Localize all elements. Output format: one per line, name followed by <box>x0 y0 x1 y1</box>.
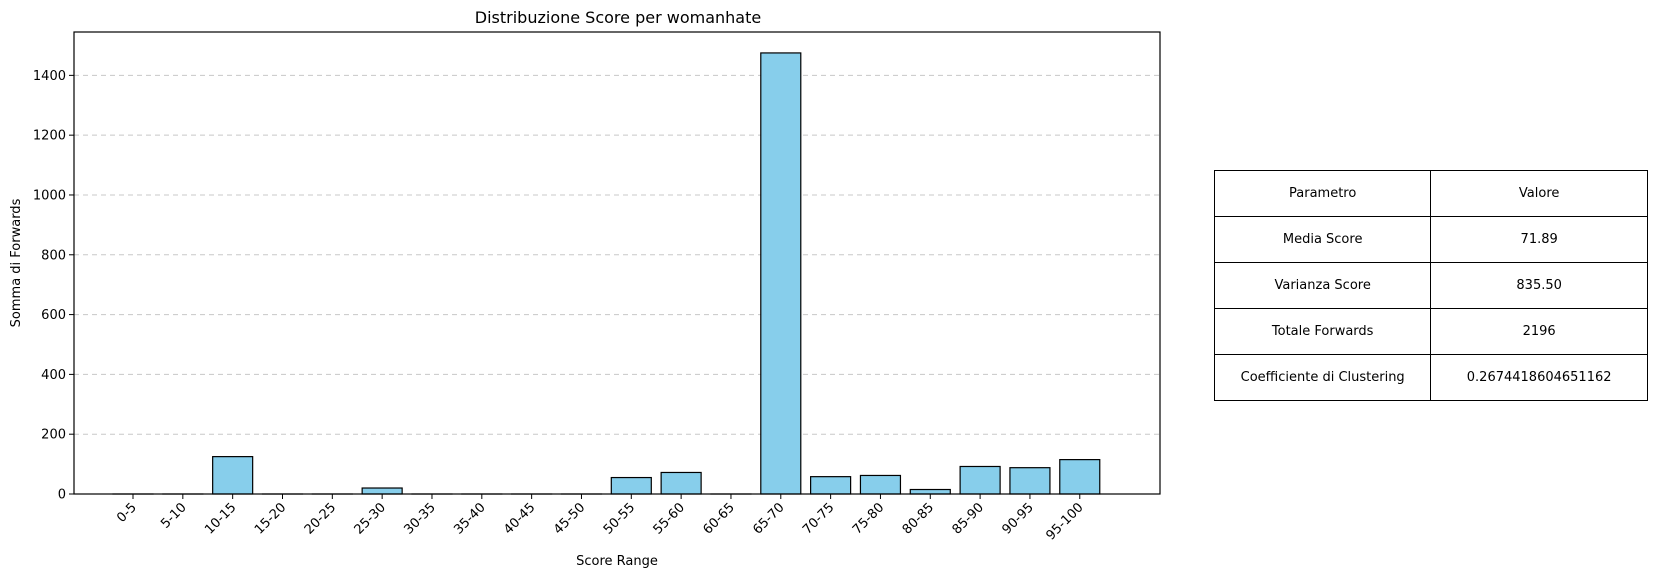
table-cell: 71.89 <box>1430 216 1648 263</box>
x-tick-label: 15-20 <box>252 500 289 537</box>
x-axis-label: Score Range <box>576 554 658 569</box>
table-cell: Media Score <box>1213 216 1432 263</box>
bar-10-15 <box>212 456 254 495</box>
y-tick-label: 600 <box>41 308 66 323</box>
x-tick-label: 75-80 <box>850 500 887 537</box>
table-header-row: Parametro Valore <box>1213 170 1648 217</box>
bar-50-55 <box>610 476 652 495</box>
x-tick-label: 50-55 <box>601 500 638 537</box>
table-header-cell: Valore <box>1430 170 1648 217</box>
table-cell: 0.2674418604651162 <box>1430 354 1648 401</box>
y-tick-label: 0 <box>58 488 66 503</box>
x-tick-label: 95-100 <box>1043 500 1086 543</box>
bar-75-80 <box>859 474 902 495</box>
y-tick-label: 1000 <box>33 188 66 203</box>
y-tick-label: 400 <box>41 368 66 383</box>
y-axis-label: Somma di Forwards <box>9 198 24 327</box>
bar-25-30 <box>361 487 403 495</box>
x-tick-label: 20-25 <box>302 500 339 537</box>
table-cell: 835.50 <box>1430 262 1648 309</box>
stats-table: Parametro Valore Media Score 71.89 Varia… <box>1213 170 1648 401</box>
chart-title: Distribuzione Score per womanhate <box>475 8 761 27</box>
table-cell: 2196 <box>1430 308 1648 355</box>
x-tick-label: 80-85 <box>900 500 937 537</box>
bar-90-95 <box>1009 467 1051 495</box>
plot-frame <box>73 31 1161 495</box>
x-tick-label: 85-90 <box>950 500 987 537</box>
table-row: Media Score 71.89 <box>1213 216 1648 263</box>
grid-lines <box>74 74 1160 435</box>
y-tick-label: 800 <box>41 248 66 263</box>
x-tick-label: 35-40 <box>451 500 488 537</box>
y-tick-label: 1400 <box>33 69 66 84</box>
table-cell: Coefficiente di Clustering <box>1213 354 1432 401</box>
x-axis-ticks: 0-5 5-10 10-15 15-20 20-25 25-30 30-35 35-40 40-… <box>114 494 1087 543</box>
x-tick-label: 45-50 <box>551 500 588 537</box>
bar-80-85 <box>909 488 951 495</box>
x-tick-label: 90-95 <box>999 500 1036 537</box>
y-axis-ticks: 0 200 400 600 800 1000 1200 1400 <box>33 69 74 503</box>
x-tick-label: 30-35 <box>401 500 438 537</box>
x-tick-label: 70-75 <box>800 500 837 537</box>
y-tick-label: 200 <box>41 428 66 443</box>
x-tick-label: 10-15 <box>202 500 239 537</box>
x-tick-label: 5-10 <box>158 500 189 531</box>
table-cell: Totale Forwards <box>1213 308 1432 355</box>
bar-95-100 <box>1059 459 1101 495</box>
table-cell: Varianza Score <box>1213 262 1432 309</box>
x-tick-label: 60-65 <box>700 500 737 537</box>
bars <box>112 52 1101 495</box>
x-tick-label: 65-70 <box>750 500 787 537</box>
y-tick-label: 1200 <box>33 129 66 144</box>
table-row: Totale Forwards 2196 <box>1213 308 1648 355</box>
x-tick-label: 25-30 <box>352 500 389 537</box>
bar-70-75 <box>810 476 852 495</box>
table-row: Coefficiente di Clustering 0.26744186046… <box>1213 354 1648 401</box>
x-tick-label: 0-5 <box>114 500 140 526</box>
bar-55-60 <box>660 471 702 495</box>
x-tick-label: 55-60 <box>651 500 688 537</box>
table-header-cell: Parametro <box>1213 170 1432 217</box>
bar-65-70 <box>760 52 802 495</box>
table-row: Varianza Score 835.50 <box>1213 262 1648 309</box>
bar-85-90 <box>959 465 1001 495</box>
x-tick-label: 40-45 <box>501 500 538 537</box>
